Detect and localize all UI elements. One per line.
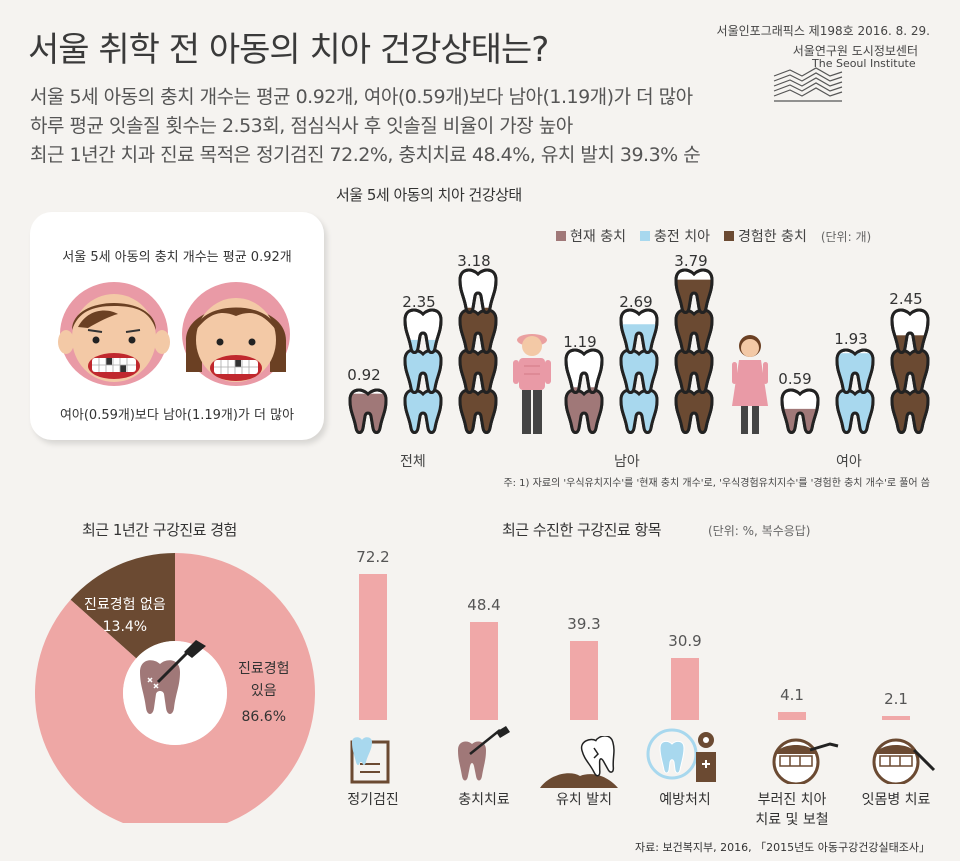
donut-label-no-value: 13.4%	[102, 619, 148, 635]
tooth-mark	[619, 348, 659, 394]
legend-label: 현재 충치	[570, 229, 626, 245]
preventive-care-icon	[646, 728, 716, 782]
legend-label: 경험한 충치	[737, 229, 807, 245]
legend-swatch	[556, 231, 566, 241]
broken-tooth-icon	[772, 738, 839, 784]
value-total-experienced: 3.18	[457, 252, 491, 270]
boy-person-icon	[513, 334, 551, 434]
seoul-institute-logo	[773, 67, 843, 102]
org-name-en: The Seoul Institute	[812, 57, 916, 70]
group-label-boy: 남아	[614, 454, 640, 470]
card-top-text: 서울 5세 아동의 충치 개수는 평균 0.92개	[62, 250, 292, 265]
bar-chart-title: 최근 수진한 구강진료 항목	[502, 521, 662, 539]
donut-slice	[70, 553, 175, 659]
tooth-mark	[403, 348, 443, 394]
bar-category-label: 충치치료	[458, 792, 510, 808]
baby-tooth-extraction-icon	[540, 736, 618, 788]
cavity-treatment-icon	[458, 726, 510, 781]
tooth-drill-icon	[140, 640, 206, 714]
donut-label-no-line1: 진료경험 없음	[84, 597, 166, 613]
bar-category-label: 예방처치	[659, 792, 711, 808]
legend-label: 충전 치아	[653, 229, 710, 245]
org-name: 서울연구원 도시정보센터	[792, 44, 918, 58]
donut-label-yes: 진료경험 있음 86.6%	[238, 658, 290, 728]
bar	[359, 574, 387, 720]
value-total-current: 0.92	[347, 366, 381, 384]
girl-person-icon	[732, 335, 768, 434]
donut-label-yes-line2: 있음	[250, 683, 277, 699]
bar	[570, 640, 598, 720]
bar	[882, 715, 910, 720]
bar-chart-unit: (단위: %, 복수응답)	[708, 524, 811, 538]
bar-value-label: 2.1	[884, 689, 908, 708]
gum-treatment-icon	[872, 738, 936, 784]
bar	[671, 657, 699, 720]
boy-face-icon	[58, 282, 170, 386]
value-boy-filled: 2.69	[619, 293, 653, 311]
bar-value-label: 39.3	[567, 614, 601, 633]
legend-experienced: 경험한 충치	[723, 226, 807, 246]
value-girl-current: 0.59	[778, 370, 812, 388]
card-bottom-text: 여아(0.59개)보다 남아(1.19개)가 더 많아	[59, 408, 295, 423]
tooth-mark	[890, 348, 930, 394]
bar-category-label: 부러진 치아 치료 및 보철	[755, 792, 829, 828]
group-label-total: 전체	[400, 454, 426, 470]
bar-category-label: 정기검진	[347, 792, 399, 808]
subtitle-2: 하루 평균 잇솔질 횟수는 2.53회, 점심식사 후 잇솔질 비율이 가장 높…	[30, 115, 573, 137]
tooth-mark	[674, 268, 714, 314]
donut-label-yes-line1: 진료경험	[238, 661, 290, 677]
legend-current: 현재 충치	[556, 226, 626, 246]
bar	[778, 711, 806, 720]
legend-swatch	[723, 231, 734, 241]
page-title: 서울 취학 전 아동의 치아 건강상태는?	[28, 30, 549, 70]
subtitle-3: 최근 1년간 치과 진료 목적은 정기검진 72.2%, 충치치료 48.4%,…	[30, 144, 701, 166]
value-girl-experienced: 2.45	[889, 290, 923, 308]
bar-category-label: 잇몸병 치료	[861, 792, 931, 808]
tooth-mark	[619, 388, 659, 434]
tooth-mark	[564, 388, 604, 434]
bar-category-label: 유치 발치	[556, 792, 612, 808]
tooth-mark	[619, 308, 659, 354]
checkup-clipboard-icon	[350, 737, 390, 784]
legend-filled: 충전 치아	[639, 226, 710, 246]
teeth-unit: (단위: 개)	[820, 229, 872, 244]
value-boy-current: 1.19	[563, 333, 597, 351]
donut-chart	[35, 553, 315, 823]
bar-value-label: 72.2	[356, 548, 390, 566]
donut-slice	[35, 553, 315, 823]
donut-label-no: 진료경험 없음 13.4%	[84, 594, 166, 638]
group-label-girl: 여아	[836, 454, 862, 470]
bar-value-label: 30.9	[668, 631, 702, 650]
teeth-chart-title: 서울 5세 아동의 치아 건강상태	[336, 186, 522, 204]
value-boy-experienced: 3.79	[674, 252, 708, 270]
legend-swatch	[639, 231, 650, 241]
teeth-legend: 현재 충치 충전 치아 경험한 충치 (단위: 개)	[556, 226, 871, 246]
teeth-chart-note: 주: 1) 자료의 '우식유치지수'를 '현재 충치 개수'로, '우식경험유치…	[503, 478, 930, 489]
bar-value-label: 48.4	[467, 596, 501, 615]
tooth-mark	[674, 348, 714, 394]
value-girl-filled: 1.93	[834, 330, 868, 348]
donut-title: 최근 1년간 구강진료 경험	[82, 521, 237, 539]
bar	[470, 622, 498, 720]
teeth-chart	[348, 268, 930, 434]
donut-label-yes-value: 86.6%	[241, 709, 286, 725]
data-source: 자료: 보건복지부, 2016, 「2015년도 아동구강건강실태조사」	[635, 841, 930, 854]
value-total-filled: 2.35	[402, 293, 436, 311]
tooth-mark	[403, 388, 443, 434]
girl-face-icon	[182, 282, 290, 386]
tooth-mark	[674, 388, 714, 434]
bar-value-label: 4.1	[780, 685, 804, 704]
issue-info: 서울인포그래픽스 제198호 2016. 8. 29.	[716, 24, 930, 38]
subtitle-1: 서울 5세 아동의 충치 개수는 평균 0.92개, 여아(0.59개)보다 남…	[30, 86, 693, 108]
